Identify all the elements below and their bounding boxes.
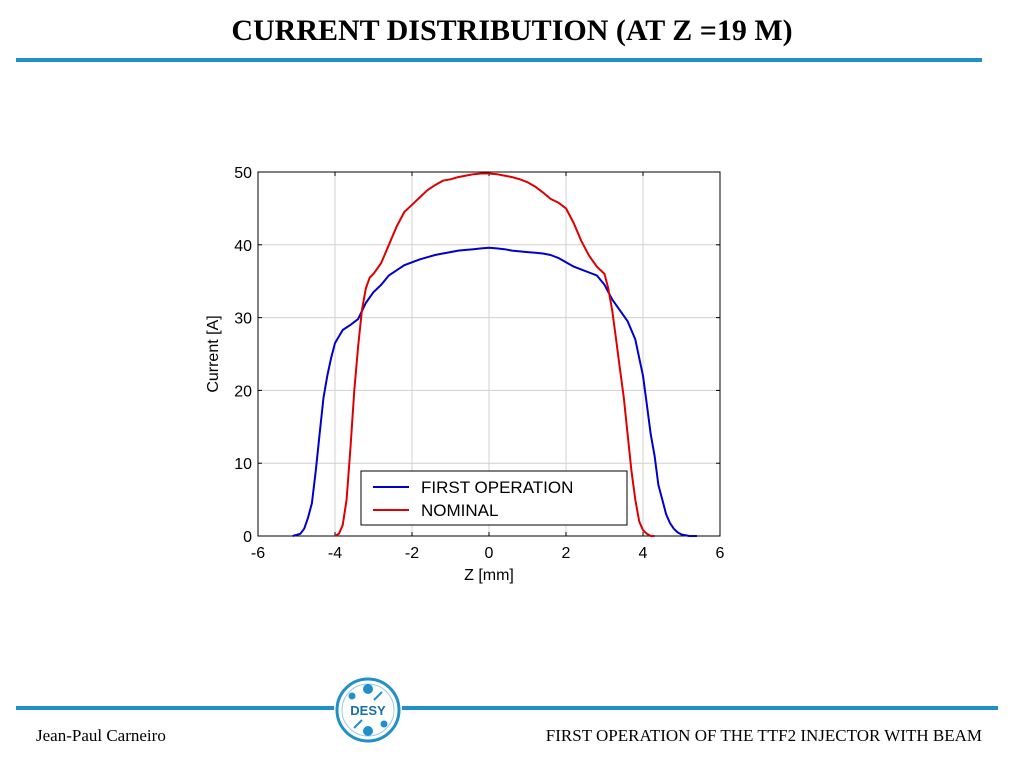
title-rule — [16, 58, 982, 62]
y-tick-label: 50 — [234, 165, 252, 182]
desy-logo: DESY — [335, 677, 401, 743]
logo-text: DESY — [350, 703, 386, 718]
x-tick-label: 4 — [639, 545, 648, 562]
series-lines — [292, 172, 697, 537]
x-tick-label: 2 — [562, 545, 571, 562]
y-axis-label: Current [A] — [205, 315, 222, 392]
ticks: -6 -4 -2 0 2 4 6 0 10 20 30 40 50 — [234, 165, 724, 562]
x-tick-label: -4 — [328, 545, 342, 562]
footer-rule-left — [16, 706, 334, 710]
slide-title: CURRENT DISTRIBUTION (AT Z =19 M) — [231, 14, 793, 47]
legend-label: NOMINAL — [421, 501, 498, 520]
x-tick-label: -2 — [405, 545, 419, 562]
series-line-first-operation — [292, 246, 697, 537]
legend: FIRST OPERATION NOMINAL — [360, 470, 628, 526]
current-distribution-chart: -6 -4 -2 0 2 4 6 0 10 20 30 40 50 FIRST OPERATION NOM… — [205, 165, 725, 584]
y-tick-label: 30 — [234, 311, 252, 328]
series-line-nominal — [334, 172, 655, 537]
legend-box — [360, 470, 628, 526]
y-tick-label: 0 — [243, 529, 252, 546]
footer-author: Jean-Paul Carneiro — [36, 726, 166, 745]
x-tick-label: -6 — [251, 545, 265, 562]
legend-label: FIRST OPERATION — [421, 478, 573, 497]
footer-talk-title: FIRST OPERATION OF THE TTF2 INJECTOR WIT… — [545, 726, 982, 745]
y-tick-label: 10 — [234, 456, 252, 473]
y-tick-label: 20 — [234, 383, 252, 400]
footer-rule-right — [402, 706, 998, 710]
x-tick-label: 0 — [485, 545, 494, 562]
y-tick-label: 40 — [234, 238, 252, 255]
x-tick-label: 6 — [716, 545, 725, 562]
x-axis-label: Z [mm] — [464, 567, 514, 584]
